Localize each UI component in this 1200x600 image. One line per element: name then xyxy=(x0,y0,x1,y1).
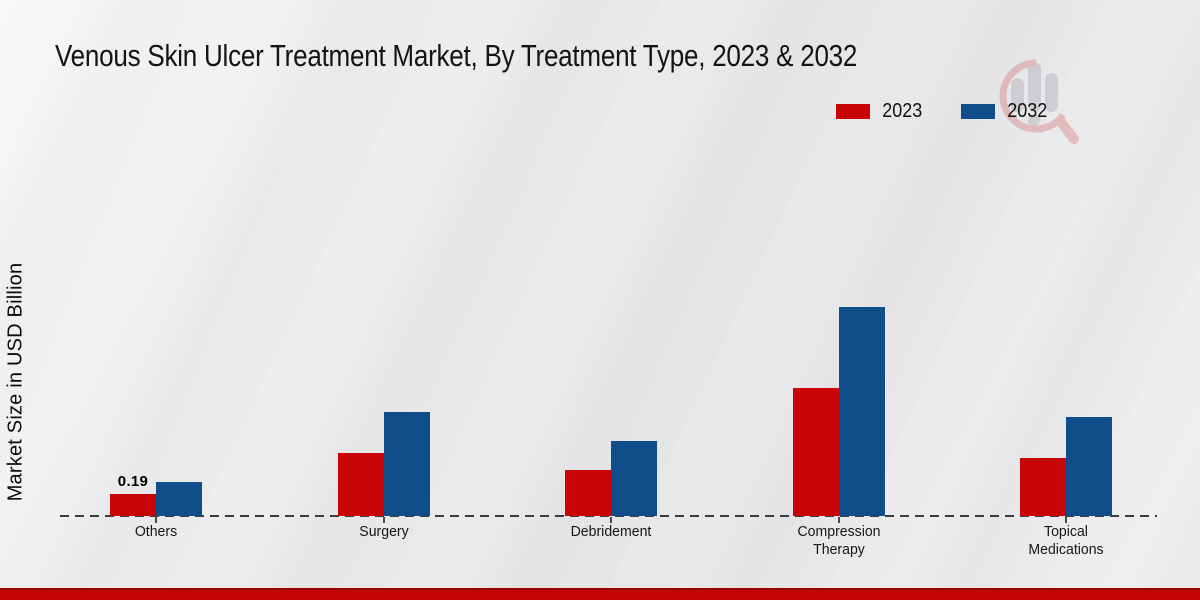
category-label-others: Others xyxy=(134,523,178,540)
bar-2023-topical-medications xyxy=(1020,458,1066,516)
x-axis-tick-others xyxy=(155,517,157,523)
category-label-debridement: Debridement xyxy=(570,523,652,540)
legend-swatch-2032 xyxy=(960,104,995,119)
bar-2023-debridement xyxy=(565,470,611,516)
legend-item-2032: 2032 xyxy=(960,100,1050,123)
footer-accent-bar xyxy=(0,588,1200,600)
bar-2032-surgery xyxy=(383,412,430,516)
legend-label-2032: 2032 xyxy=(1006,100,1047,122)
category-label-compression-therapy: Compression Therapy xyxy=(796,523,881,559)
legend-item-2023: 2023 xyxy=(836,100,925,123)
bar-2023-surgery xyxy=(337,453,384,516)
data-label-others-2023: 0.19 xyxy=(117,473,149,490)
bar-2032-topical-medications xyxy=(1066,417,1112,516)
legend: 2023 2032 xyxy=(836,100,1049,123)
bar-2032-compression-therapy xyxy=(838,307,885,516)
x-axis-baseline xyxy=(60,515,1157,517)
x-axis-tick-debridement xyxy=(610,517,612,523)
category-label-topical-medications: Topical Medications xyxy=(1028,523,1104,559)
bar-2032-debridement xyxy=(611,441,657,516)
bar-2023-others xyxy=(110,494,156,516)
x-axis-tick-topical-medications xyxy=(1065,517,1067,523)
magnifier-bar-chart-watermark-icon xyxy=(998,56,1082,151)
chart-title: Venous Skin Ulcer Treatment Market, By T… xyxy=(55,38,858,73)
bar-2032-others xyxy=(156,482,202,516)
x-axis-tick-surgery xyxy=(382,517,385,523)
legend-label-2023: 2023 xyxy=(882,100,923,122)
category-label-surgery: Surgery xyxy=(358,523,409,540)
bar-2023-compression-therapy xyxy=(792,388,839,516)
legend-swatch-2023 xyxy=(836,104,870,119)
x-axis-tick-compression-therapy xyxy=(837,517,840,523)
